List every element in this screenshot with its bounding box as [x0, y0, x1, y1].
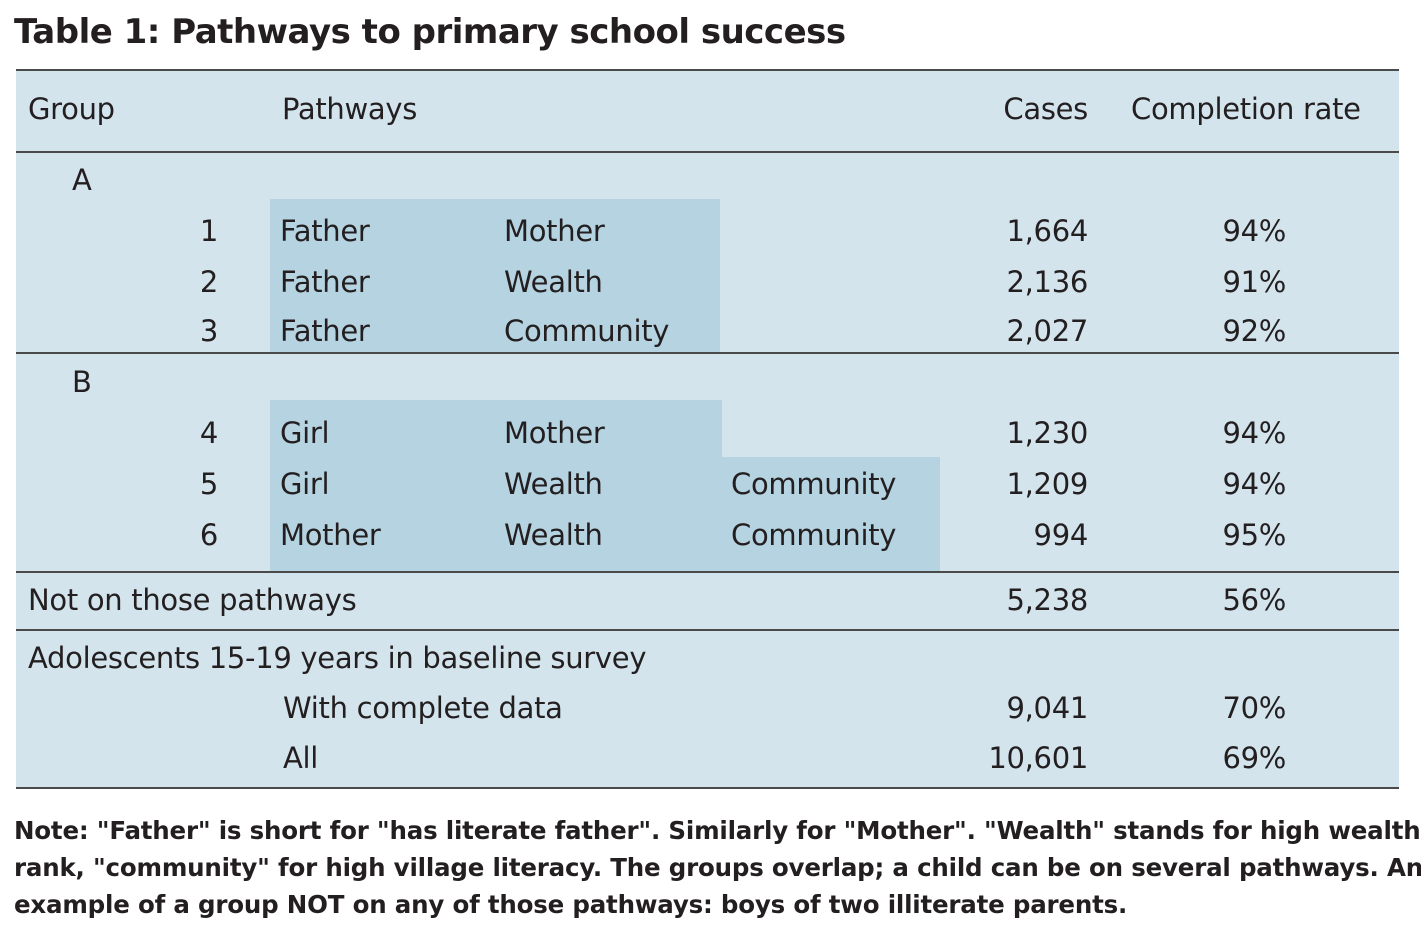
pathway-3: Community — [731, 518, 897, 552]
row-number: 5 — [199, 467, 218, 501]
pathway-1: Girl — [280, 467, 330, 501]
pathway-2: Mother — [504, 214, 605, 248]
header-pathways: Pathways — [282, 92, 418, 126]
cases-value: 1,209 — [1006, 467, 1088, 501]
adolescents-subgroup-label: With complete data — [283, 691, 563, 725]
table-bottom-rule — [16, 787, 1399, 789]
cases-value: 5,238 — [1006, 583, 1088, 617]
cases-value: 9,041 — [1006, 691, 1088, 725]
completion-rate-value: 95% — [1222, 518, 1286, 552]
group-b-community-highlight — [722, 457, 940, 571]
completion-rate-value: 69% — [1222, 741, 1286, 775]
not-on-pathways-bottom-rule — [16, 629, 1399, 631]
cases-value: 1,230 — [1006, 416, 1088, 450]
pathway-2: Mother — [504, 416, 605, 450]
row-number: 4 — [199, 416, 218, 450]
pathway-2: Wealth — [504, 518, 603, 552]
pathway-1: Girl — [280, 416, 330, 450]
row-number: 6 — [199, 518, 218, 552]
row-number: 2 — [199, 265, 218, 299]
completion-rate-value: 91% — [1222, 265, 1286, 299]
header-cases: Cases — [1003, 92, 1088, 126]
table-top-rule — [16, 69, 1399, 71]
group-b-pathway-highlight — [270, 400, 722, 571]
group-b-bottom-rule — [16, 571, 1399, 573]
completion-rate-value: 70% — [1222, 691, 1286, 725]
row-number: 1 — [199, 214, 218, 248]
row-number: 3 — [199, 314, 218, 348]
adolescents-label: Adolescents 15-19 years in baseline surv… — [28, 641, 647, 675]
group-a-label: A — [72, 163, 92, 197]
adolescents-subgroup-label: All — [283, 741, 319, 775]
not-on-pathways-label: Not on those pathways — [28, 583, 357, 617]
group-b-label: B — [72, 365, 92, 399]
pathways-table: Group Pathways Cases Completion rate A 1… — [16, 69, 1399, 789]
pathway-2: Community — [504, 314, 670, 348]
completion-rate-value: 92% — [1222, 314, 1286, 348]
header-group: Group — [28, 92, 115, 126]
cases-value: 1,664 — [1006, 214, 1088, 248]
cases-value: 994 — [1033, 518, 1089, 552]
note-line: example of a group NOT on any of those p… — [14, 890, 1128, 919]
pathway-1: Father — [280, 265, 370, 299]
completion-rate-value: 56% — [1222, 583, 1286, 617]
cases-value: 2,027 — [1006, 314, 1088, 348]
pathway-3: Community — [731, 467, 897, 501]
table-note: Note: "Father" is short for "has literat… — [14, 812, 1421, 923]
header-bottom-rule — [16, 151, 1399, 153]
note-line: rank, "community" for high village liter… — [14, 853, 1421, 882]
group-a-bottom-rule — [16, 352, 1399, 354]
table-title: Table 1: Pathways to primary school succ… — [14, 12, 846, 52]
note-line: Note: "Father" is short for "has literat… — [14, 816, 1421, 845]
completion-rate-value: 94% — [1222, 416, 1286, 450]
group-a-pathway-highlight — [270, 199, 720, 352]
completion-rate-value: 94% — [1222, 467, 1286, 501]
pathway-1: Father — [280, 314, 370, 348]
pathway-2: Wealth — [504, 467, 603, 501]
cases-value: 2,136 — [1006, 265, 1088, 299]
pathway-1: Father — [280, 214, 370, 248]
header-completion-rate: Completion rate — [1131, 92, 1361, 126]
pathway-1: Mother — [280, 518, 381, 552]
completion-rate-value: 94% — [1222, 214, 1286, 248]
cases-value: 10,601 — [988, 741, 1088, 775]
pathway-2: Wealth — [504, 265, 603, 299]
